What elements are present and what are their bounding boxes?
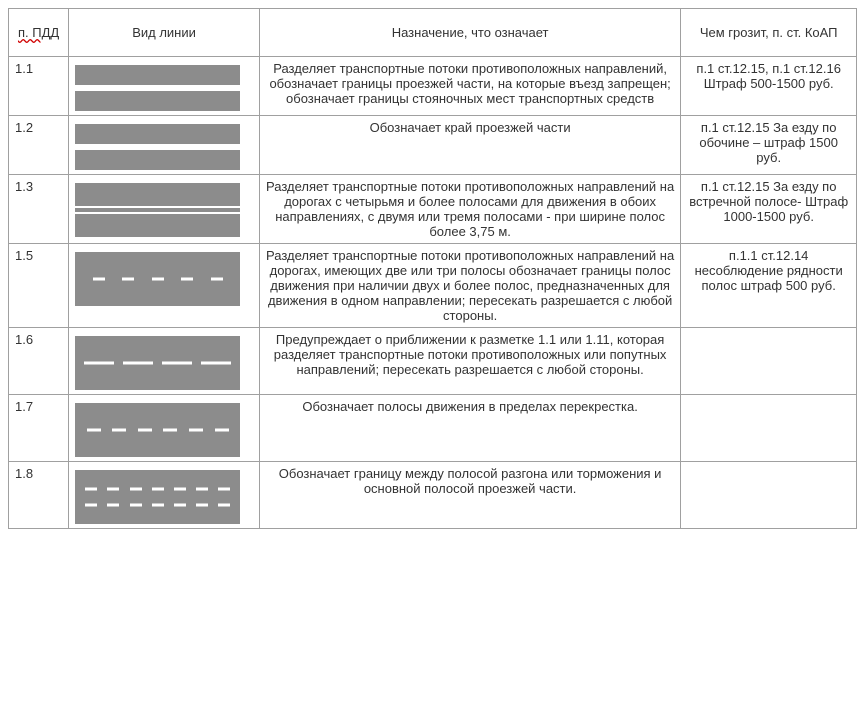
table-row: 1.6 Предупреждает о приближении к разметк… (9, 328, 857, 395)
header-penalty: Чем грозит, п. ст. КоАП (681, 9, 857, 57)
row-id: 1.8 (9, 462, 69, 529)
row-line-visual (69, 116, 260, 175)
line-visual (75, 124, 253, 170)
row-meaning: Разделяет транспортные потоки противопол… (259, 175, 680, 244)
line-visual (75, 403, 240, 457)
row-penalty: п.1 ст.12.15 За езду по обочине – штраф … (681, 116, 857, 175)
row-penalty (681, 395, 857, 462)
table-row: 1.5 Разделяет транспортные потоки противо… (9, 244, 857, 328)
table-row: 1.7 Обозначает полосы движения в пределах… (9, 395, 857, 462)
row-id: 1.5 (9, 244, 69, 328)
line-visual (75, 336, 240, 390)
row-meaning: Разделяет транспортные потоки противопол… (259, 57, 680, 116)
road-markings-table: п. ПДД Вид линии Назначение, что означае… (8, 8, 857, 529)
header-row: п. ПДД Вид линии Назначение, что означае… (9, 9, 857, 57)
row-penalty: п.1.1 ст.12.14 несоблюдение рядности пол… (681, 244, 857, 328)
row-id: 1.1 (9, 57, 69, 116)
row-penalty: п.1 ст.12.15 За езду по встречной полосе… (681, 175, 857, 244)
row-penalty (681, 328, 857, 395)
row-line-visual (69, 244, 260, 328)
line-visual (75, 183, 240, 237)
header-meaning: Назначение, что означает (259, 9, 680, 57)
row-meaning: Обозначает край проезжей части (259, 116, 680, 175)
table-row: 1.3 Разделяет транспортные потоки противо… (9, 175, 857, 244)
line-visual (75, 65, 253, 111)
row-line-visual (69, 175, 260, 244)
header-line-type: Вид линии (69, 9, 260, 57)
row-line-visual (69, 57, 260, 116)
table-row: 1.2 Обозначает край проезжей частип.1 ст.… (9, 116, 857, 175)
row-id: 1.6 (9, 328, 69, 395)
row-penalty: п.1 ст.12.15, п.1 ст.12.16 Штраф 500-150… (681, 57, 857, 116)
row-line-visual (69, 328, 260, 395)
table-row: 1.8 Обозначает границу между полосой разг… (9, 462, 857, 529)
row-meaning: Предупреждает о приближении к разметке 1… (259, 328, 680, 395)
row-penalty (681, 462, 857, 529)
row-id: 1.3 (9, 175, 69, 244)
row-meaning: Обозначает полосы движения в пределах пе… (259, 395, 680, 462)
row-meaning: Разделяет транспортные потоки противопол… (259, 244, 680, 328)
row-id: 1.7 (9, 395, 69, 462)
line-visual (75, 252, 240, 306)
table-row: 1.1 Разделяет транспортные потоки противо… (9, 57, 857, 116)
row-id: 1.2 (9, 116, 69, 175)
row-line-visual (69, 395, 260, 462)
line-visual (75, 470, 240, 524)
row-meaning: Обозначает границу между полосой разгона… (259, 462, 680, 529)
header-pdd: п. ПДД (9, 9, 69, 57)
row-line-visual (69, 462, 260, 529)
